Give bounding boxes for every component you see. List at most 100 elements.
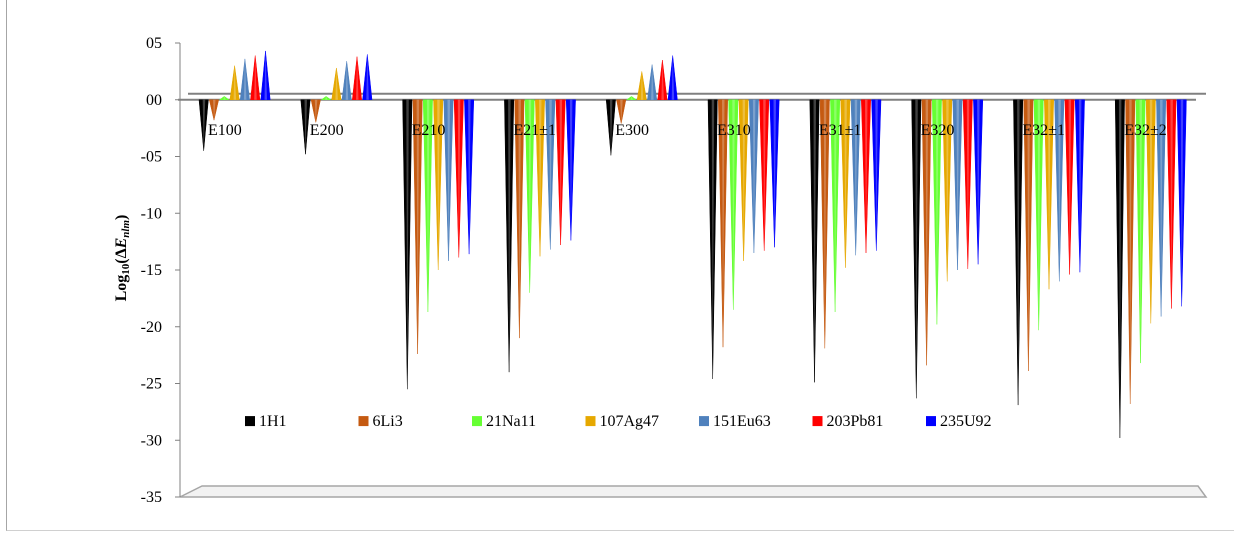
bar-highlight [1129,99,1132,404]
legend-label-1H1: 1H1 [259,413,287,430]
legend-label-235U92: 235U92 [940,413,992,430]
y-tick-label: 05 [146,35,162,52]
bar-highlight [366,54,369,100]
legend-swatch-151Eu63 [699,416,709,427]
bar-151Eu63 [850,99,861,256]
bar-151Eu63 [748,99,759,253]
bar-107Ag47 [738,99,749,261]
bar-highlight [875,99,878,251]
bar-235U92 [871,99,882,251]
bar-203Pb81 [861,99,871,253]
bar-203Pb81 [1064,99,1075,275]
bar-highlight [844,99,847,268]
bar-21Na11 [830,99,841,313]
legend-swatch-1H1 [245,416,255,427]
bar-203Pb81 [555,99,566,246]
bar-21Na11 [218,96,230,100]
bar-highlight [823,99,827,349]
legend-swatch-235U92 [926,416,936,427]
bar-highlight [518,99,521,339]
bar-1H1 [605,99,616,156]
bar-highlight [609,99,613,156]
bar-21Na11 [931,99,942,325]
bar-235U92 [1074,99,1085,273]
bar-highlight [956,99,959,270]
bar-6Li3 [1023,99,1034,372]
y-tick-label: -35 [141,489,162,506]
y-tick-label: -25 [141,376,162,393]
bar-203Pb81 [250,55,261,100]
bar-235U92 [1176,99,1187,307]
bar-6Li3 [921,99,932,366]
bar-1H1 [402,99,413,390]
bar-highlight [508,99,511,373]
bar-1H1 [707,99,718,379]
category-label: E320 [921,122,955,139]
bar-highlight [254,55,257,100]
category-label: E100 [208,122,242,139]
bar-highlight [925,99,929,366]
y-tick-label: -30 [141,432,162,449]
legend-label-6Li3: 6Li3 [373,413,403,430]
bar-203Pb81 [962,99,973,269]
bar-highlight [223,96,226,100]
legend-label-151Eu63: 151Eu63 [713,413,771,430]
bar-107Ag47 [1145,99,1156,324]
bar-highlight [1078,99,1082,273]
bar-highlight [264,50,267,100]
bar-235U92 [667,55,678,100]
y-tick-label: 00 [146,92,162,109]
bar-6Li3 [208,99,220,121]
bar-highlight [1027,99,1030,372]
bar-highlight [528,99,532,293]
bar-6Li3 [412,99,423,354]
bar-highlight [1118,99,1122,438]
category-label: E32±2 [1124,122,1167,139]
bar-highlight [1017,99,1020,406]
category-label: E21±1 [513,122,556,139]
bar-107Ag47 [433,99,444,271]
legend-label-21Na11: 21Na11 [486,413,536,430]
bar-highlight [671,55,675,100]
bar-151Eu63 [1156,99,1167,317]
bar-6Li3 [1125,99,1136,404]
bar-highlight [630,96,633,100]
bar-highlight [314,99,318,123]
bar-6Li3 [616,99,627,124]
bar-151Eu63 [952,99,963,271]
chart-floor [179,485,1208,498]
bar-highlight [213,99,216,121]
bar-235U92 [565,99,576,241]
bar-151Eu63 [545,99,556,250]
bar-highlight [640,71,644,100]
bar-highlight [1037,99,1041,331]
category-label: E200 [310,122,344,139]
bar-1H1 [300,99,311,155]
bar-highlight [202,99,206,151]
bar-highlight [325,96,328,100]
bar-235U92 [362,54,373,100]
bar-highlight [1139,99,1142,364]
bar-151Eu63 [443,99,454,261]
bar-1H1 [911,99,922,399]
y-tick-label: -05 [141,149,162,166]
bar-highlight [345,61,349,100]
bar-21Na11 [524,99,535,293]
bar-highlight [335,67,338,100]
bar-highlight [661,60,664,100]
bar-highlight [1068,99,1072,275]
bar-6Li3 [718,99,728,348]
y-tick-label: -15 [141,262,162,279]
bar-highlight [1058,99,1061,282]
legend-swatch-21Na11 [472,416,482,427]
bar-107Ag47 [942,99,953,282]
bar-highlight [243,58,247,100]
legend-swatch-6Li3 [358,416,369,427]
category-label: E31±1 [819,122,862,139]
bar-highlight [946,99,949,282]
bar-highlight [915,99,918,399]
bar-highlight [569,99,573,241]
bar-21Na11 [626,96,637,100]
bar-151Eu63 [647,64,658,100]
